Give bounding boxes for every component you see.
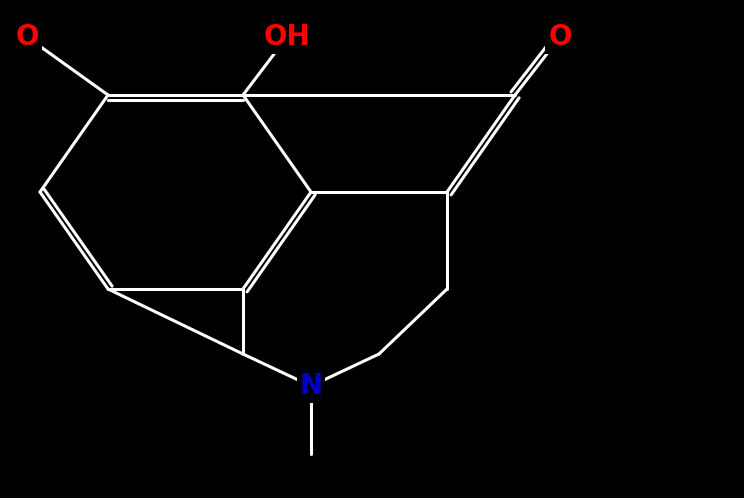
Text: O: O <box>548 23 571 51</box>
Text: N: N <box>299 372 323 400</box>
Text: O: O <box>548 23 571 51</box>
Text: O: O <box>15 23 39 51</box>
Text: O: O <box>15 23 39 51</box>
Text: N: N <box>299 372 323 400</box>
Text: OH: OH <box>263 23 310 51</box>
Text: OH: OH <box>263 23 310 51</box>
